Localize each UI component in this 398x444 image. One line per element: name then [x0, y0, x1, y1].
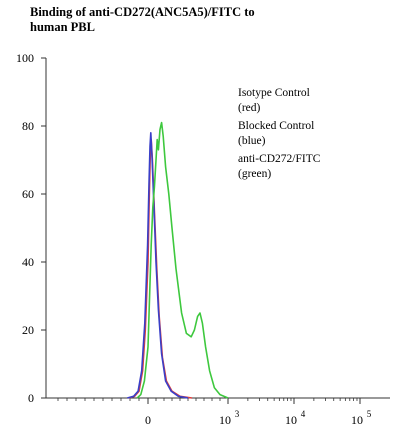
axes: 0 20 40 60 80 100 0 10 3 10 4 10 5 [16, 51, 390, 427]
y-tick-label: 60 [22, 187, 34, 201]
y-tick-label: 100 [16, 51, 34, 65]
legend-entry-color-note: (red) [238, 102, 261, 114]
series-group [127, 121, 229, 399]
series-line-3 [136, 121, 229, 399]
legend-entry-label: anti-CD272/FITC [238, 153, 321, 165]
x-tick-label: 0 [145, 413, 151, 427]
legend-entry-label: Isotype Control [238, 87, 310, 99]
x-tick-label-exponent: 3 [235, 409, 240, 419]
y-tick-label: 20 [22, 323, 34, 337]
chart-title-line: Binding of anti-CD272(ANC5A5)/FITC to [30, 5, 255, 19]
chart-title-line: human PBL [30, 20, 95, 34]
legend-entry-color-note: (green) [238, 168, 271, 180]
x-tick-label: 10 [285, 413, 297, 427]
legend: Isotype Control (red) Blocked Control (blue… [238, 87, 321, 180]
legend-entry-label: Blocked Control [238, 120, 314, 132]
x-tick-label: 10 [219, 413, 231, 427]
x-tick-label-exponent: 4 [301, 409, 306, 419]
y-tick-label: 0 [28, 391, 34, 405]
series-line-2 [127, 132, 189, 399]
x-tick-label-exponent: 5 [367, 409, 372, 419]
legend-entry-color-note: (blue) [238, 135, 266, 147]
y-tick-label: 80 [22, 119, 34, 133]
x-tick-label: 10 [351, 413, 363, 427]
chart-title: Binding of anti-CD272(ANC5A5)/FITC tohum… [30, 5, 255, 34]
y-tick-label: 40 [22, 255, 34, 269]
series-line-1 [127, 138, 193, 399]
